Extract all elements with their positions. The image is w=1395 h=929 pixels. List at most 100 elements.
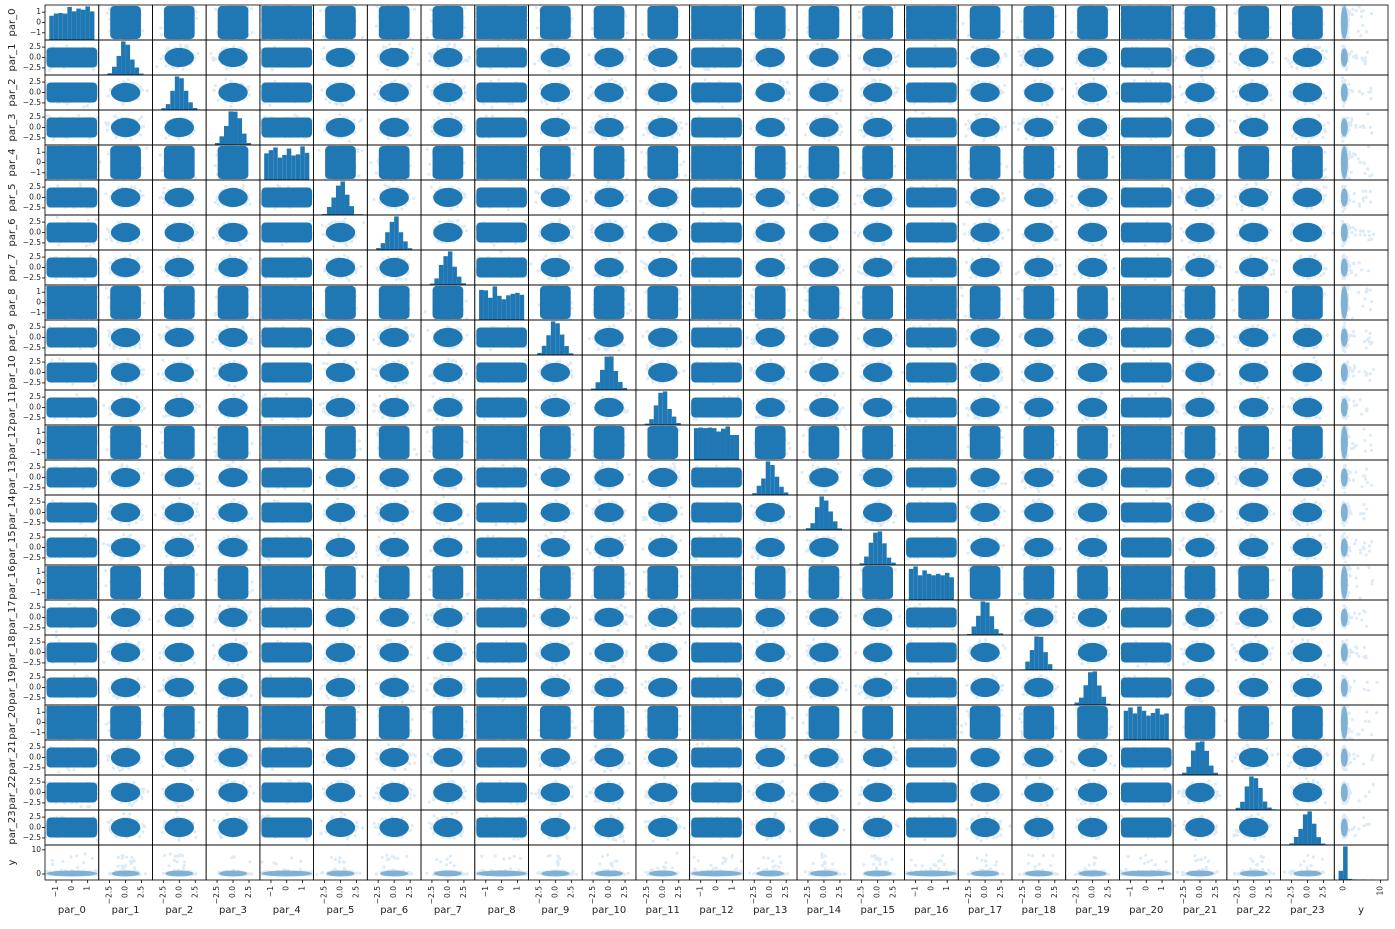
scatter-core-par_13-vs-par_0 <box>47 468 98 488</box>
scatter-core-par_11-vs-par_2 <box>165 398 194 417</box>
scatter-core-par_12-vs-par_19 <box>1077 426 1108 459</box>
scatter-core-par_5-vs-par_20 <box>1121 188 1172 208</box>
y-tick-label: 0 <box>36 869 41 878</box>
scatter-core-par_17-vs-par_7 <box>433 608 462 627</box>
cell-par_4-vs-par_16 <box>904 144 958 180</box>
scatter-core-par_13-vs-par_22 <box>1239 468 1268 487</box>
scatter-core-par_21-vs-par_16 <box>906 748 957 768</box>
y-tick-label: 0 <box>36 578 41 587</box>
cell-par_17-vs-par_15 <box>851 600 905 635</box>
scatter-core-par_8-vs-par_22 <box>1238 286 1269 319</box>
cell-par_5-vs-par_1 <box>99 180 153 215</box>
cell-par_16-vs-par_0 <box>45 564 99 601</box>
cell-par_7-vs-par_12 <box>690 250 744 285</box>
hist-bar-par_16-7 <box>940 575 945 600</box>
cell-par_16-vs-par_1 <box>99 564 153 600</box>
x-axis-label-par_12: par_12 <box>699 905 733 916</box>
scatter-core-par_12-vs-par_23 <box>1292 426 1323 459</box>
cell-par_17-vs-par_6 <box>367 600 421 635</box>
scatter-core-par_0-vs-par_5 <box>325 6 356 39</box>
hist-bar-par_17-7 <box>994 629 999 635</box>
scatter-core-par_14-vs-par_4 <box>261 503 312 523</box>
scatter-core-par_11-vs-y <box>1341 398 1348 416</box>
cell-par_0-vs-par_18 <box>1012 4 1066 40</box>
x-tick-label: 2.5 <box>1265 886 1274 898</box>
hist-bar-par_17-5 <box>985 602 990 635</box>
cell-par_4-vs-par_23 <box>1281 144 1335 180</box>
cell-par_2-vs-par_3 <box>206 75 260 110</box>
scatter-core-y-vs-par_16 <box>906 870 957 876</box>
y-axis-label-par_1: par_1 <box>7 44 18 72</box>
hist-bar-par_9-6 <box>560 335 565 355</box>
scatter-core-par_6-vs-par_2 <box>165 223 194 242</box>
scatter-core-par_20-vs-par_8 <box>476 706 527 739</box>
scatter-core-par_10-vs-par_5 <box>326 363 355 382</box>
hist-bar-par_17-2 <box>972 626 977 635</box>
scatter-core-par_18-vs-par_2 <box>165 643 194 662</box>
hist-bar-par_23-4 <box>1303 814 1308 845</box>
scatter-core-par_23-vs-par_2 <box>165 818 194 837</box>
scatter-core-par_15-vs-par_3 <box>218 538 247 557</box>
cell-par_17-vs-par_3 <box>206 600 260 635</box>
cell-par_4-vs-par_22 <box>1227 144 1281 180</box>
scatter-core-par_14-vs-par_8 <box>476 503 527 523</box>
scatter-core-par_21-vs-par_5 <box>326 748 355 767</box>
scatter-core-par_4-vs-par_3 <box>218 146 249 179</box>
scatter-core-par_1-vs-par_2 <box>165 48 194 67</box>
cell-par_18-vs-par_9 <box>528 635 582 670</box>
scatter-core-y-vs-par_11 <box>649 870 677 876</box>
scatter-core-par_14-vs-par_6 <box>379 503 408 522</box>
y-tick-label: 0.0 <box>29 648 41 657</box>
x-tick-label: 2.5 <box>620 886 629 898</box>
cell-par_21-vs-par_0 <box>45 740 99 775</box>
cell-par_1-vs-y <box>1334 40 1388 75</box>
scatter-core-par_6-vs-par_11 <box>648 223 677 242</box>
cell-par_23-vs-par_4 <box>260 810 314 845</box>
scatter-core-par_20-vs-par_12 <box>691 706 742 739</box>
scatter-core-par_4-vs-par_0 <box>47 146 98 179</box>
hist-bar-par_9-5 <box>555 323 560 355</box>
cell-par_15-vs-par_23 <box>1281 530 1335 565</box>
scatter-core-par_16-vs-par_14 <box>809 566 840 599</box>
cell-par_20-vs-y <box>1334 704 1388 741</box>
scatter-core-par_6-vs-par_9 <box>541 223 570 242</box>
cell-par_3-vs-par_3 <box>206 110 260 145</box>
scatter-core-par_6-vs-par_23 <box>1293 223 1322 242</box>
y-axis-label-par_13: par_13 <box>7 460 18 494</box>
scatter-core-par_4-vs-y <box>1341 146 1348 179</box>
y-tick-label: 0.0 <box>29 228 41 237</box>
hist-bar-par_10-2 <box>596 382 601 390</box>
scatter-core-par_21-vs-par_1 <box>111 748 140 767</box>
y-tick-label: 2.5 <box>29 392 41 401</box>
scatter-core-par_15-vs-par_7 <box>433 538 462 557</box>
scatter-core-par_11-vs-par_21 <box>1185 398 1214 417</box>
scatter-core-par_12-vs-par_3 <box>218 426 249 459</box>
hist-bar-par_8-4 <box>497 296 502 320</box>
cell-par_20-vs-par_17 <box>958 704 1012 740</box>
cell-par_8-vs-par_16 <box>904 284 958 321</box>
scatter-core-par_7-vs-par_11 <box>648 258 677 277</box>
cell-par_3-vs-par_0 <box>45 110 99 145</box>
cell-par_7-vs-par_11 <box>636 250 690 285</box>
hist-bar-par_12-6 <box>721 429 726 460</box>
cell-par_9-vs-par_16 <box>905 320 959 355</box>
cell-par_7-vs-par_10 <box>582 250 636 285</box>
scatter-core-par_20-vs-par_16 <box>906 706 957 739</box>
x-axis-label-par_2: par_2 <box>165 905 193 916</box>
cell-par_17-vs-par_1 <box>99 600 153 635</box>
cell-par_18-vs-par_1 <box>99 635 153 670</box>
cell-par_13-vs-par_20 <box>1119 460 1173 495</box>
cell-par_9-vs-par_18 <box>1012 320 1066 355</box>
scatter-core-par_3-vs-par_23 <box>1293 118 1322 137</box>
cell-par_4-vs-par_0 <box>45 144 99 180</box>
scatter-core-par_1-vs-par_7 <box>433 48 462 67</box>
hist-bar-par_8-3 <box>493 286 498 320</box>
cell-par_18-vs-par_6 <box>367 635 421 670</box>
hist-bar-par_0-8 <box>85 6 90 40</box>
cell-par_20-vs-par_12 <box>689 704 743 740</box>
cell-par_21-vs-par_15 <box>851 740 905 775</box>
scatter-core-par_19-vs-par_4 <box>261 678 312 698</box>
cell-par_18-vs-par_7 <box>421 635 475 670</box>
cell-par_11-vs-par_21 <box>1173 390 1227 425</box>
cell-par_19-vs-par_16 <box>904 670 958 705</box>
